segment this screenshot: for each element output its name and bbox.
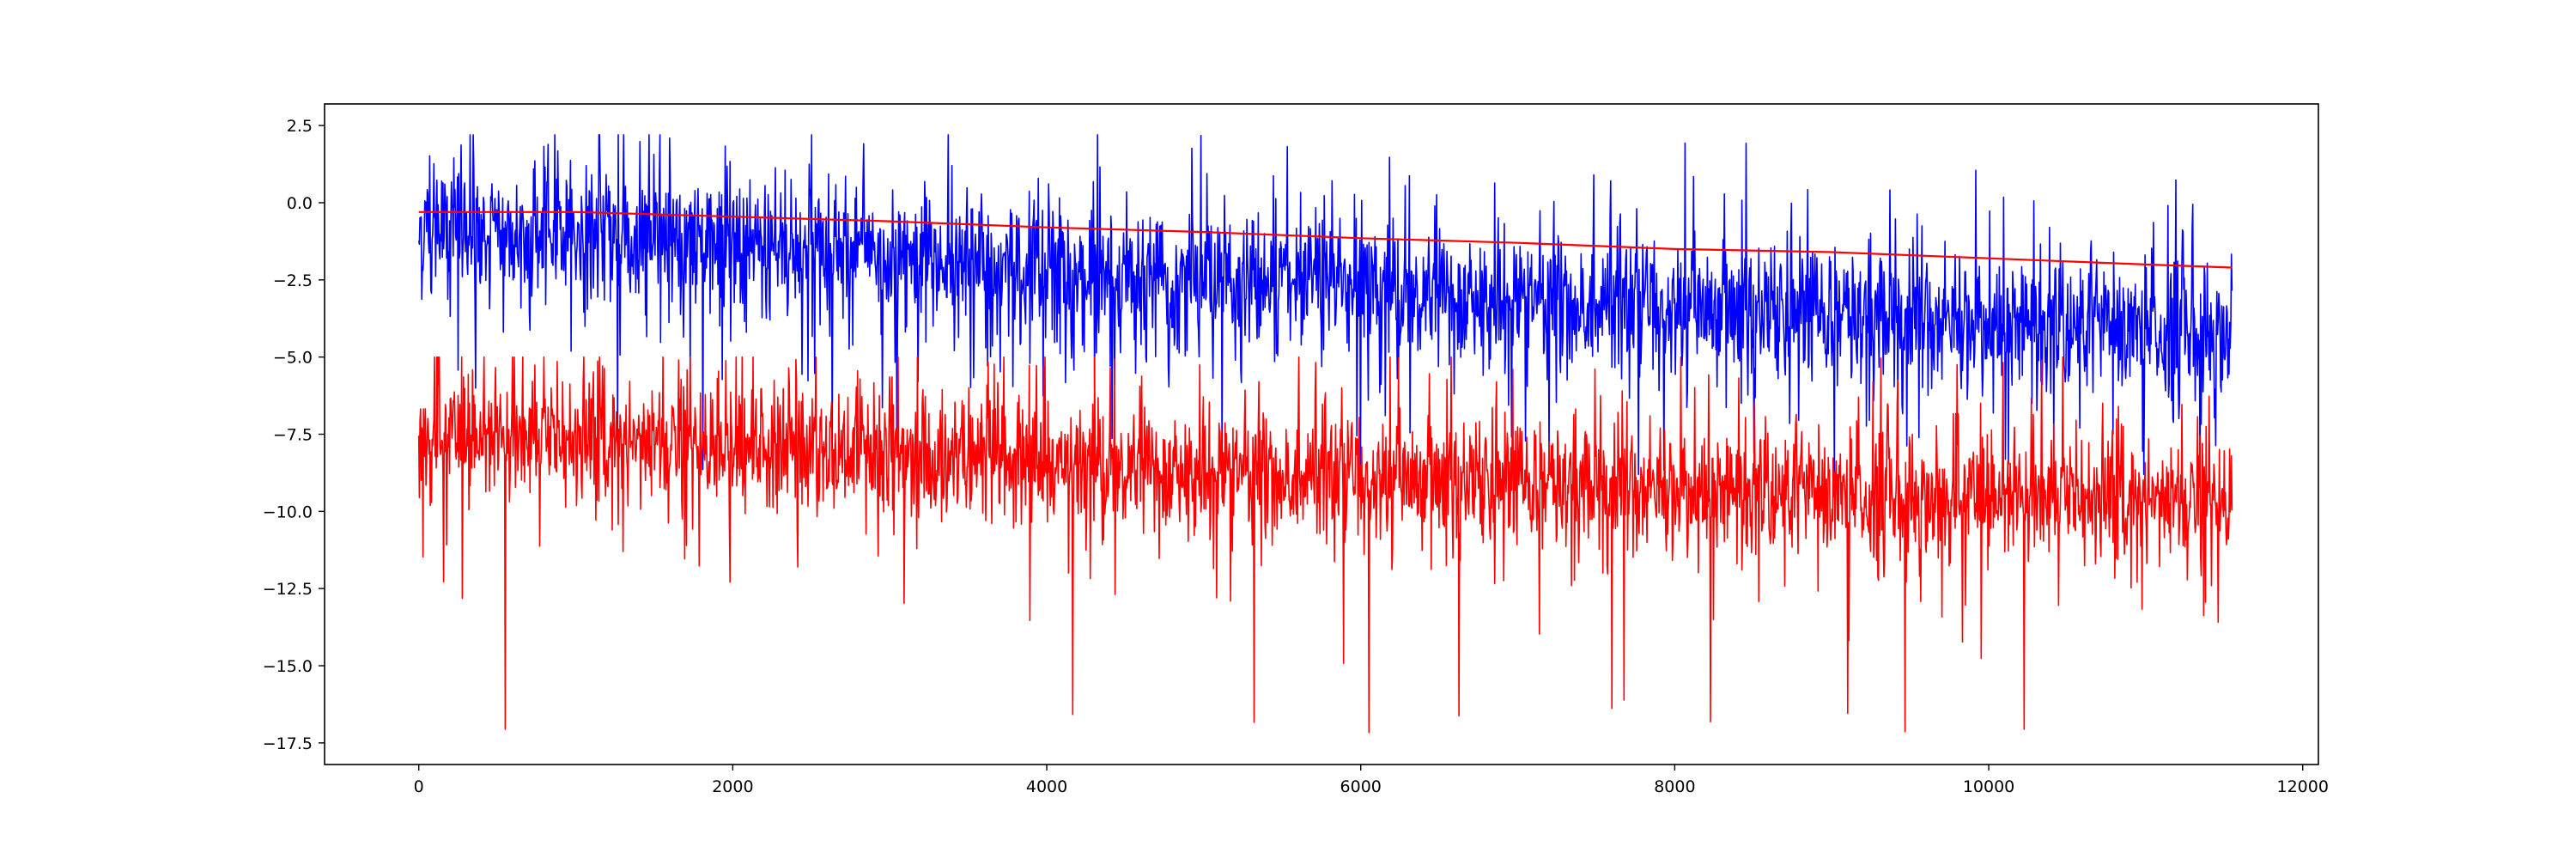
y-tick-label: 2.5	[287, 117, 313, 136]
x-tick-label: 0	[414, 777, 424, 796]
y-tick-label: −17.5	[263, 734, 313, 753]
series-line-2	[417, 356, 2233, 734]
series-line-1	[417, 134, 2233, 475]
y-tick-label: −15.0	[263, 657, 313, 676]
y-tick-label: 0.0	[287, 194, 313, 213]
x-tick-label: 2000	[712, 777, 753, 796]
x-tick-label: 12000	[2276, 777, 2328, 796]
x-tick-label: 10000	[1963, 777, 2014, 796]
x-tick-label: 4000	[1026, 777, 1067, 796]
x-tick-label: 6000	[1340, 777, 1382, 796]
y-tick-label: −5.0	[273, 349, 313, 368]
x-tick-label: 8000	[1654, 777, 1695, 796]
series-layer	[417, 134, 2233, 734]
series-line-3	[418, 210, 2233, 269]
y-axis: 2.5 0.0 −2.5 −5.0 −7.5 −10.0 −12.5 −15.0 −17.5	[263, 117, 325, 753]
y-tick-label: −2.5	[273, 271, 313, 290]
x-axis: 0 2000 4000 6000 8000 10000 12000	[414, 765, 2329, 796]
y-tick-label: −10.0	[263, 503, 313, 521]
y-tick-label: −7.5	[273, 426, 313, 445]
y-tick-label: −12.5	[263, 580, 313, 599]
